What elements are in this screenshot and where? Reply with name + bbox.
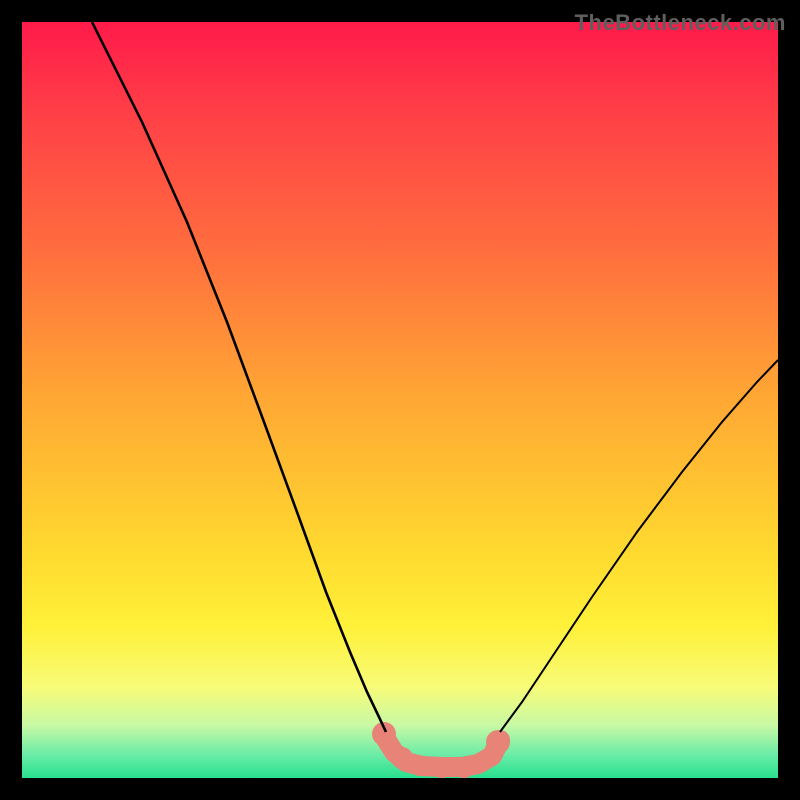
watermark-text: TheBottleneck.com (575, 10, 786, 36)
curve-right (500, 360, 778, 732)
curve-left (92, 22, 386, 732)
bottom-blob (372, 722, 510, 778)
plot-area (22, 22, 778, 778)
chart-stage: TheBottleneck.com (0, 0, 800, 800)
chart-svg (22, 22, 778, 778)
